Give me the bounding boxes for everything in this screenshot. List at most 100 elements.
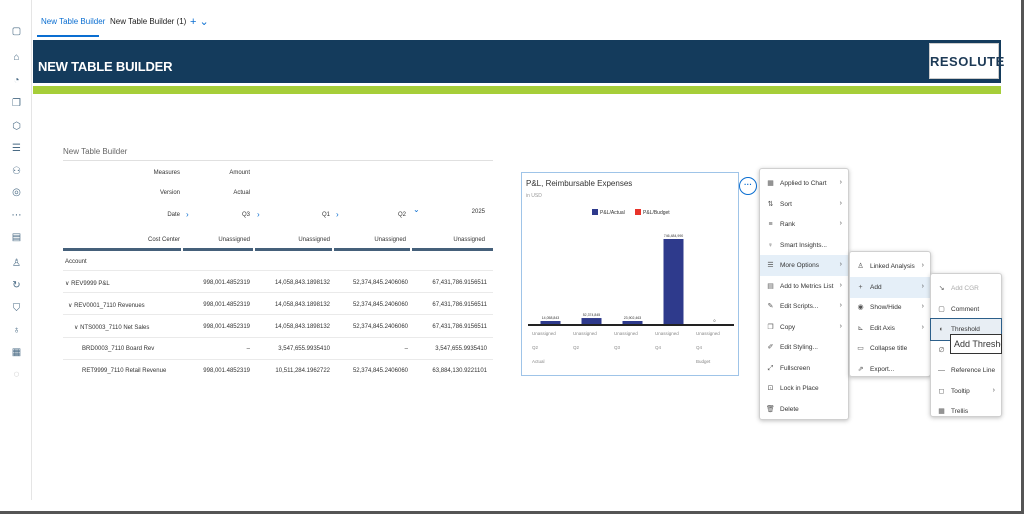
row-label[interactable]: BRD0003_7110 Board Rev	[82, 346, 155, 352]
row-label[interactable]: RET9999_7110 Retail Revenue	[82, 368, 167, 374]
page-title: NEW TABLE BUILDER	[38, 59, 173, 74]
tab-new-table-builder[interactable]: New Table Builder	[41, 17, 106, 26]
legend-label: P&L/Budget	[643, 210, 670, 216]
x-sublabel: Unassigned	[696, 331, 720, 336]
expand-chevron-icon[interactable]: ›	[336, 210, 339, 219]
menu-item-add-to-metrics-list[interactable]: ▤ Add to Metrics List ›	[760, 276, 848, 297]
header-rule	[63, 248, 181, 251]
building-icon[interactable]: ▦	[11, 347, 22, 358]
menu-item-comment[interactable]: ▢ Comment	[931, 299, 1001, 320]
chevron-right-icon: ›	[921, 282, 924, 290]
file-icon[interactable]: ▢	[11, 26, 22, 37]
date-col-2025: 2025	[471, 209, 485, 215]
chart-title: P&L, Reimbursable Expenses	[526, 179, 632, 188]
table-cell: 998,001.4852319	[203, 368, 250, 374]
menu-item-label: Applied to Chart	[780, 180, 827, 187]
menu-item-smart-insights[interactable]: ♀ Smart Insights...	[760, 235, 848, 256]
bar[interactable]	[663, 239, 684, 324]
row-label[interactable]: ∨ REV0001_7110 Revenues	[68, 303, 145, 309]
x-sublabel: Unassigned	[573, 331, 597, 336]
menu-item-edit-axis[interactable]: ⊾ Edit Axis ›	[850, 318, 930, 339]
chevron-right-icon: ›	[921, 262, 924, 269]
chevron-right-icon: ›	[839, 220, 842, 227]
delete-icon: 🗑	[766, 405, 775, 413]
menu-item-link[interactable]: ∅	[931, 340, 1001, 361]
menu-item-delete[interactable]: 🗑 Delete	[760, 399, 848, 420]
cube-icon[interactable]: ⬡	[12, 121, 21, 132]
menu-item-label: Edit Scripts...	[780, 303, 819, 310]
table-cell: 52,374,845.2406060	[352, 302, 408, 308]
chart-widget[interactable]: P&L, Reimbursable Expenses in USD P&L/Ac…	[521, 172, 739, 376]
tab-new-table-builder-1[interactable]: New Table Builder (1)	[110, 17, 187, 26]
resolute-logo: RESOLUTE	[929, 43, 1004, 79]
table-cell: 67,431,786.9156511	[432, 324, 487, 330]
row-label[interactable]: ∨ REV9999 P&L	[65, 281, 110, 287]
chevron-right-icon: ›	[921, 323, 924, 331]
x-group-label: Budget	[696, 359, 711, 364]
refresh-icon[interactable]: ↻	[12, 280, 21, 291]
home-icon[interactable]: ⌂	[13, 52, 20, 63]
menu-item-lock-in-place[interactable]: ⊡ Lock in Place	[760, 378, 848, 399]
models-icon[interactable]: ❐	[12, 98, 21, 109]
cost-center-cell: Unassigned	[374, 237, 406, 243]
axis-icon: ⊾	[857, 324, 864, 332]
table-cell: 14,058,843.1898132	[274, 324, 330, 330]
menu-item-export[interactable]: ⇗ Export...	[850, 359, 930, 380]
account-label: Account	[65, 259, 87, 265]
collapse-chevron-icon[interactable]: ⌄	[413, 205, 420, 214]
menu-item-tooltip[interactable]: ◻ Tooltip ›	[931, 381, 1001, 402]
table-title: New Table Builder	[63, 147, 128, 156]
menu-item-label: Tooltip	[951, 387, 970, 395]
active-tab-indicator	[37, 35, 99, 37]
row-divider	[63, 270, 493, 271]
menu-item-edit-scripts[interactable]: ✎ Edit Scripts... ›	[760, 296, 848, 317]
menu-item-rank[interactable]: ≡ Rank ›	[760, 214, 848, 235]
menu-item-add-cgr: ↘ Add CGR	[931, 278, 1001, 299]
menu-item-more-options[interactable]: ☰ More Options ›	[760, 255, 848, 276]
menu-item-reference-line[interactable]: — Reference Line	[931, 360, 1001, 381]
more-icon[interactable]: ⋯	[11, 210, 22, 221]
more-options-submenu: ♙ Linked Analysis › + Add › ◉ Show/Hide › ⊾ Edit A…	[849, 251, 931, 377]
people-icon[interactable]: ⚇	[12, 166, 21, 177]
styling-icon: ✐	[767, 344, 774, 351]
add-tab-button[interactable]: + ⌄	[190, 16, 209, 28]
expand-chevron-icon[interactable]: ›	[186, 210, 189, 219]
menu-item-show-hide[interactable]: ◉ Show/Hide ›	[850, 297, 930, 318]
bar[interactable]	[581, 318, 602, 324]
tooltip-icon: ◻	[938, 387, 945, 395]
bar[interactable]	[622, 321, 643, 324]
sort-icon: ⇅	[767, 200, 774, 208]
menu-item-copy[interactable]: ❐ Copy ›	[760, 317, 848, 338]
options-icon: ☰	[767, 262, 774, 269]
cost-center-label: Cost Center	[147, 237, 180, 243]
transport-icon[interactable]: ♁	[12, 325, 21, 336]
menu-item-label: Linked Analysis	[870, 263, 915, 270]
table-cell: 52,374,845.2406060	[352, 280, 408, 286]
menu-item-sort[interactable]: ⇅ Sort ›	[760, 194, 848, 215]
expand-chevron-icon[interactable]: ›	[257, 210, 260, 219]
bar[interactable]	[540, 321, 561, 324]
menu-item-label: Threshold	[951, 326, 980, 333]
menu-item-collapse-title[interactable]: ▭ Collapse title	[850, 338, 930, 359]
row-label[interactable]: ∨ NTS0003_7110 Net Sales	[74, 325, 150, 331]
more-options-button[interactable]: ···	[739, 177, 757, 195]
menu-item-label: Fullscreen	[780, 364, 810, 372]
explore-icon[interactable]: ◎	[12, 187, 21, 198]
security-icon[interactable]: ⛉	[12, 303, 21, 314]
table-cell: 14,058,843.1898132	[274, 302, 330, 308]
menu-item-fullscreen[interactable]: ⤢ Fullscreen	[760, 358, 848, 379]
user-icon[interactable]: ♙	[12, 258, 21, 269]
menu-item-edit-styling[interactable]: ✐ Edit Styling...	[760, 337, 848, 358]
list-icon[interactable]: ☰	[12, 143, 21, 154]
menu-item-label: Copy	[780, 323, 796, 331]
database-icon[interactable]: ▤	[11, 232, 22, 243]
menu-item-add[interactable]: + Add ›	[850, 276, 930, 298]
menu-item-label: Edit Axis	[870, 324, 895, 332]
circle-icon[interactable]: ◌	[13, 369, 20, 380]
x-tick-label: Q2	[573, 345, 580, 350]
stories-icon[interactable]: ◔	[13, 75, 20, 86]
data-label: 23,902,463	[624, 316, 642, 320]
menu-item-trellis[interactable]: ▦ Trellis	[931, 401, 1001, 422]
menu-item-applied-to-chart[interactable]: ▦ Applied to Chart ›	[760, 173, 848, 194]
menu-item-linked-analysis[interactable]: ♙ Linked Analysis ›	[850, 256, 930, 277]
